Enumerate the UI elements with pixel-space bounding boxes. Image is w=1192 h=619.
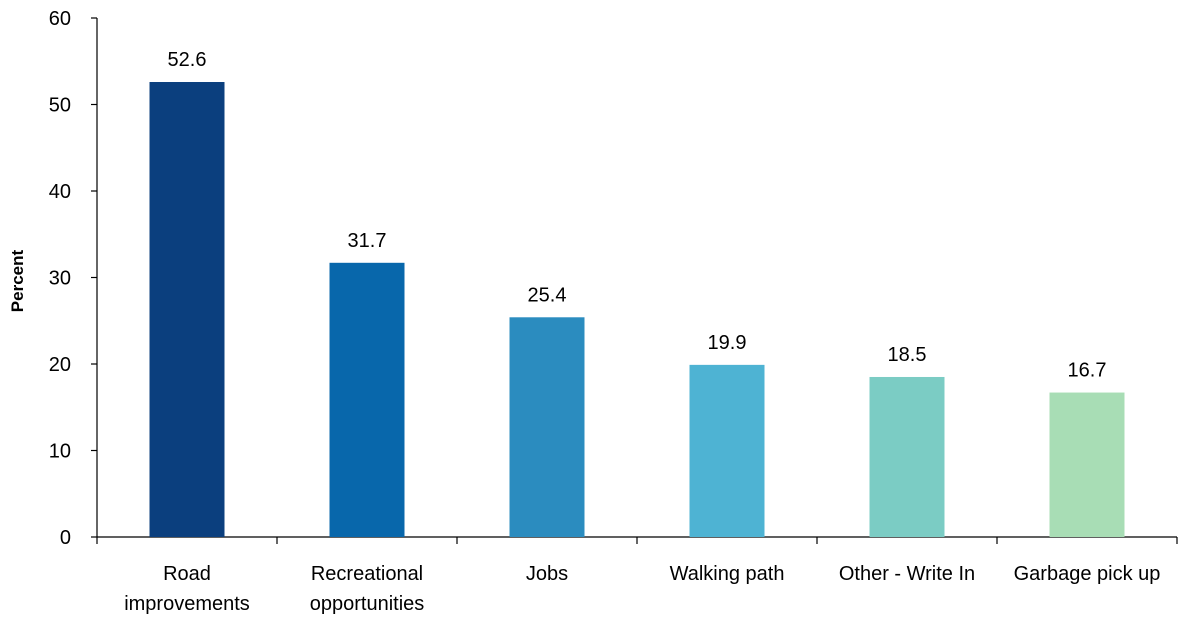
data-label: 31.7 bbox=[348, 230, 387, 252]
bar bbox=[149, 82, 225, 537]
bar bbox=[869, 376, 945, 537]
y-tick-label: 10 bbox=[49, 441, 71, 463]
y-axis-title: Percent bbox=[8, 249, 27, 312]
bar bbox=[509, 317, 585, 537]
x-axis: Road improvements Recreational opportunitie… bbox=[96, 536, 1178, 615]
y-tick-label: 50 bbox=[49, 95, 71, 117]
bar bbox=[689, 364, 765, 537]
bar bbox=[329, 262, 405, 537]
y-tick-label: 20 bbox=[49, 354, 71, 376]
data-label: 25.4 bbox=[528, 284, 567, 306]
x-tick-label: improvements bbox=[124, 593, 250, 615]
x-tick-label: Jobs bbox=[526, 563, 568, 585]
y-tick-label: 60 bbox=[49, 8, 71, 30]
x-tick-label: Garbage pick up bbox=[1014, 563, 1161, 585]
data-label: 52.6 bbox=[168, 49, 207, 71]
data-label: 19.9 bbox=[708, 332, 747, 354]
x-tick-label: opportunities bbox=[310, 593, 425, 615]
data-label: 18.5 bbox=[888, 344, 927, 366]
x-tick-label: Recreational bbox=[311, 563, 423, 585]
x-tick-label: Other - Write In bbox=[839, 563, 975, 585]
y-tick-label: 30 bbox=[49, 268, 71, 290]
x-tick-label: Road bbox=[163, 563, 211, 585]
y-axis: 0 10 20 30 40 50 60 bbox=[49, 8, 98, 549]
y-tick-label: 0 bbox=[60, 527, 71, 549]
y-tick-label: 40 bbox=[49, 181, 71, 203]
x-tick-label: Walking path bbox=[670, 563, 785, 585]
data-label: 16.7 bbox=[1068, 360, 1107, 382]
bars bbox=[149, 82, 1125, 537]
data-labels: 52.6 31.7 25.4 19.9 18.5 16.7 bbox=[168, 49, 1107, 382]
bar bbox=[1049, 392, 1125, 537]
